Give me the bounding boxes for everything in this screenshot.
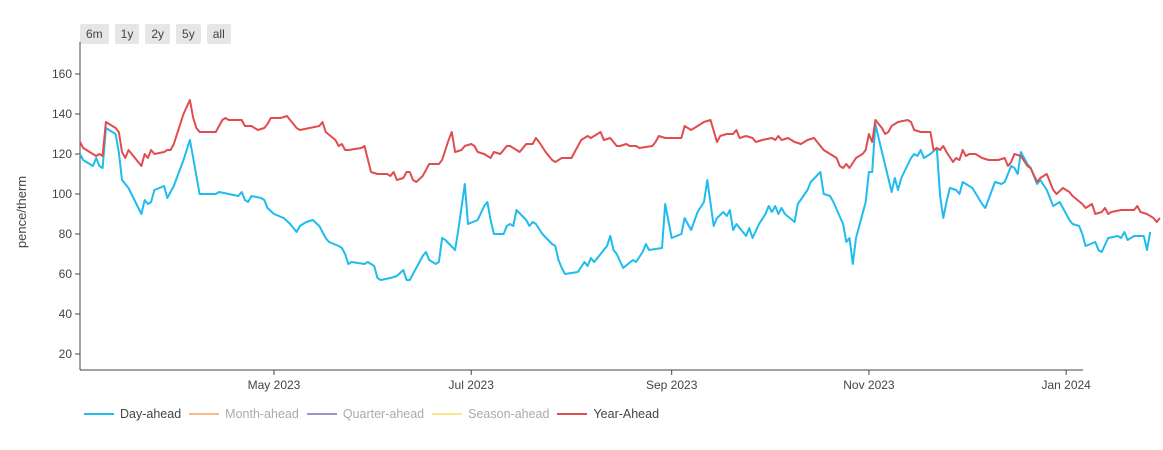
y-axis-ticks: 20 40 60 80 100 120 140 160 [52,67,80,361]
x-tick-label: May 2023 [248,378,301,392]
legend-swatch [557,413,588,415]
range-button-1y[interactable]: 1y [114,24,140,44]
legend-item-month-ahead[interactable]: Month-ahead [189,407,299,421]
y-tick-label: 140 [52,107,72,121]
y-tick-label: 80 [59,227,73,241]
x-tick-label: Sep 2023 [646,378,698,392]
y-axis-title: pence/therm [14,176,29,248]
legend-item-day-ahead[interactable]: Day-ahead [84,407,181,421]
x-tick-label: Jul 2023 [449,378,495,392]
legend-label: Season-ahead [468,407,550,421]
legend-label: Day-ahead [120,407,182,421]
x-axis-ticks: May 2023 Jul 2023 Sep 2023 Nov 2023 Jan 2024 [248,370,1091,392]
series-line-day-ahead [79,123,1152,281]
y-tick-label: 160 [52,67,72,81]
range-button-2y[interactable]: 2y [145,24,171,44]
range-button-5y[interactable]: 5y [176,24,201,44]
price-line-chart: 20 40 60 80 100 120 140 160 May 2023 Jul 2023 Sep… [14,42,1161,392]
legend-label: Month-ahead [225,407,299,421]
series-lines [79,99,1161,281]
y-tick-label: 120 [52,147,72,161]
x-tick-label: Nov 2023 [843,378,895,392]
legend-item-year-ahead[interactable]: Year-Ahead [557,407,659,421]
range-button-all[interactable]: all [206,24,231,44]
y-tick-label: 40 [59,307,73,321]
legend-item-season-ahead[interactable]: Season-ahead [432,407,549,421]
range-selector: 6m 1y 2y 5y all [80,24,231,44]
legend-label: Quarter-ahead [342,407,425,421]
legend-swatch [189,413,220,415]
x-tick-label: Jan 2024 [1041,378,1091,392]
series-line-year-ahead [79,99,1161,223]
legend-label: Year-Ahead [593,407,660,421]
chart-legend: Day-ahead Month-ahead Quarter-ahead Season-… [84,407,667,421]
chart-axes [79,42,1083,371]
legend-swatch [306,413,337,415]
y-tick-label: 100 [52,187,72,201]
range-button-6m[interactable]: 6m [80,24,109,44]
y-tick-label: 20 [59,347,73,361]
legend-item-quarter-ahead[interactable]: Quarter-ahead [306,407,425,421]
y-tick-label: 60 [59,267,73,281]
legend-swatch [432,413,463,415]
legend-swatch [84,413,114,415]
